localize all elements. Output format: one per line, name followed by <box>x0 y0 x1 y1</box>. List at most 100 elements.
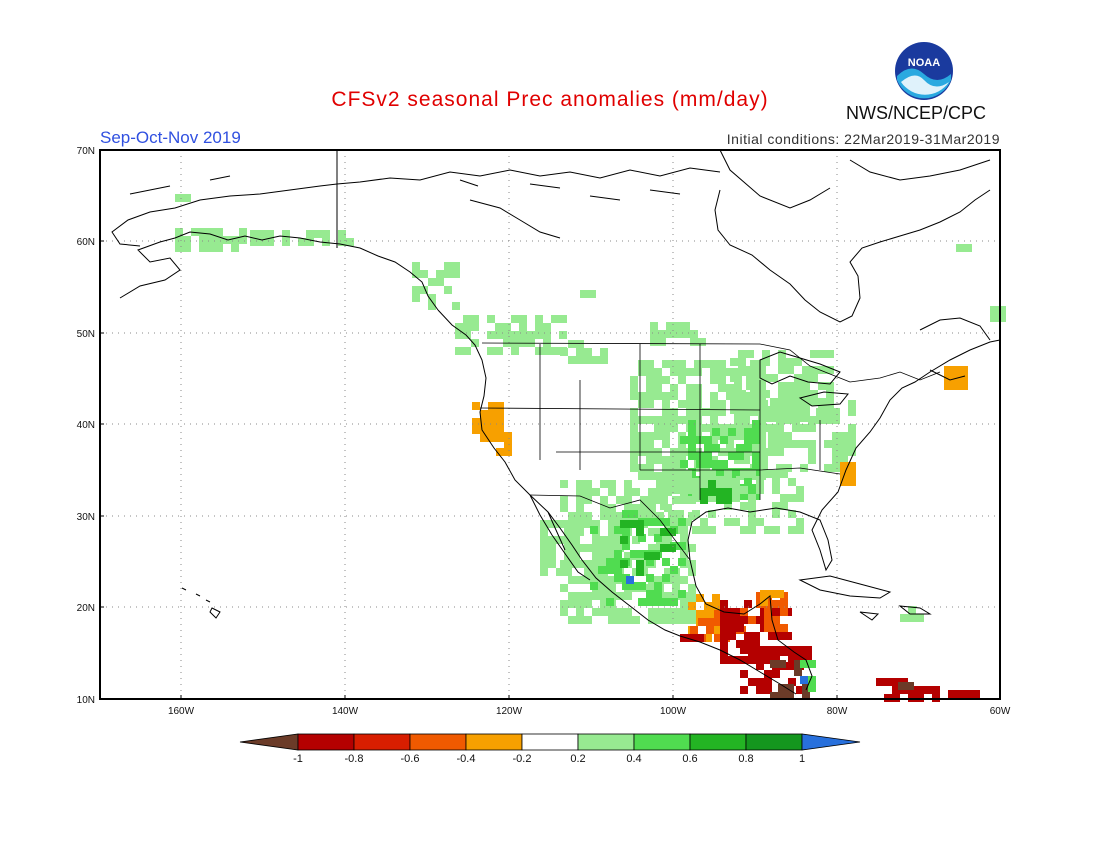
anomaly-cell <box>576 600 584 608</box>
anomaly-cell <box>742 408 750 416</box>
anomaly-cell <box>840 440 848 448</box>
anomaly-cell <box>776 440 784 448</box>
anomaly-cell <box>690 338 698 346</box>
anomaly-cell <box>824 416 832 424</box>
anomaly-cell <box>718 408 726 416</box>
anomaly-cell <box>452 262 460 270</box>
anomaly-cell <box>436 270 444 278</box>
anomaly-cell <box>756 518 764 526</box>
anomaly-cell <box>728 608 736 616</box>
anomaly-cell <box>678 518 686 526</box>
anomaly-cell <box>794 382 802 390</box>
anomaly-cell <box>600 536 608 544</box>
anomaly-cell <box>183 236 191 244</box>
anomaly-cell <box>684 470 692 478</box>
anomaly-cell <box>740 502 748 510</box>
anomaly-cell <box>636 560 644 568</box>
anomaly-cell <box>282 230 290 238</box>
anomaly-cell <box>584 576 592 584</box>
anomaly-cell <box>756 654 764 662</box>
anomaly-cell <box>600 560 608 568</box>
anomaly-cell <box>690 330 698 338</box>
anomaly-cell <box>688 452 696 460</box>
anomaly-cell <box>724 478 732 486</box>
anomaly-cell <box>680 460 688 468</box>
anomaly-cell <box>776 416 784 424</box>
anomaly-cell <box>495 331 503 339</box>
anomaly-cell <box>960 382 968 390</box>
anomaly-cell <box>630 440 638 448</box>
anomaly-cell <box>670 384 678 392</box>
anomaly-cell <box>576 576 584 584</box>
anomaly-cell <box>704 634 712 642</box>
borders <box>479 342 941 561</box>
anomaly-cell <box>572 552 580 560</box>
anomaly-cell <box>420 270 428 278</box>
anomaly-cell <box>758 472 766 480</box>
anomaly-cell <box>215 228 223 236</box>
anomaly-cell <box>692 478 700 486</box>
anomaly-cell <box>728 452 736 460</box>
anomaly-cell <box>231 236 239 244</box>
anomaly-cell <box>436 278 444 286</box>
colorbar-label: -0.2 <box>513 753 532 765</box>
anomaly-cell <box>764 616 772 624</box>
anomaly-cell <box>678 400 686 408</box>
anomaly-cell <box>428 278 436 286</box>
anomaly-cell <box>556 520 564 528</box>
anomaly-cell <box>628 520 636 528</box>
colorbar-label: -0.6 <box>401 753 420 765</box>
anomaly-cell <box>720 624 728 632</box>
colorbar-label: 1 <box>799 753 805 765</box>
anomaly-cell <box>620 560 628 568</box>
anomaly-cell <box>568 576 576 584</box>
anomaly-cell <box>792 440 800 448</box>
anomaly-cell <box>710 416 718 424</box>
anomaly-cell <box>630 432 638 440</box>
anomaly-cell <box>686 408 694 416</box>
anomaly-cell <box>548 560 556 568</box>
anomaly-cell <box>572 536 580 544</box>
anomaly-cell <box>215 244 223 252</box>
anomaly-cell <box>700 518 708 526</box>
anomaly-cell <box>778 398 786 406</box>
anomaly-cell <box>608 544 616 552</box>
anomaly-cell <box>952 366 960 374</box>
anomaly-cell <box>776 424 784 432</box>
anomaly-cell <box>998 314 1006 322</box>
anomaly-cell <box>519 331 527 339</box>
anomaly-cell <box>772 478 780 486</box>
anomaly-cell <box>818 350 826 358</box>
anomaly-cell <box>756 686 764 694</box>
anomaly-cell <box>535 323 543 331</box>
anomaly-cell <box>672 480 680 488</box>
anomaly-cell <box>740 646 748 654</box>
anomaly-cell <box>700 526 708 534</box>
anomaly-cell <box>646 456 654 464</box>
anomaly-cell <box>688 444 696 452</box>
anomaly-cell <box>772 486 780 494</box>
lat-tick-label: 60N <box>77 237 95 248</box>
anomaly-cell <box>588 290 596 298</box>
anomaly-cell <box>584 348 592 356</box>
colorbar-label: -0.4 <box>457 753 476 765</box>
anomaly-cell <box>646 574 654 582</box>
anomaly-cell <box>556 568 564 576</box>
anomaly-cell <box>780 470 788 478</box>
anomaly-cell <box>511 347 519 355</box>
anomaly-cell <box>708 488 716 496</box>
anomaly-cell <box>788 510 796 518</box>
anomaly-cell <box>758 440 766 448</box>
anomaly-cell <box>726 440 734 448</box>
anomaly-cell <box>487 315 495 323</box>
anomaly-cell <box>692 526 700 534</box>
anomaly-cell <box>480 426 488 434</box>
anomaly-cell <box>772 502 780 510</box>
anomaly-cell <box>770 398 778 406</box>
anomaly-cell <box>540 528 548 536</box>
anomaly-cell <box>660 528 668 536</box>
anomaly-cell <box>698 618 706 626</box>
anomaly-cell <box>644 552 652 560</box>
anomaly-cell <box>543 347 551 355</box>
anomaly-cell <box>670 598 678 606</box>
